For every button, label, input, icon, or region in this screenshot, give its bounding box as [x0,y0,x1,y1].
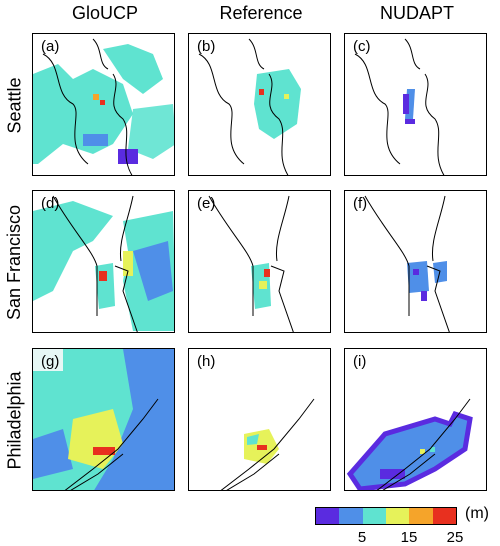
panel-i: (i) [344,348,487,491]
legend-swatch [362,508,386,524]
map-san-francisco-gloucp [33,195,174,332]
panel-g: (g) [32,348,175,491]
panel-label-d: (d) [41,195,60,212]
map-san-francisco-reference [208,195,294,332]
row-title-seattle: Seattle [4,77,25,134]
panel-c: (c) [344,33,487,176]
panel-label-a: (a) [41,38,60,55]
map-seattle-nudapt [354,38,445,175]
panel-f: (f) [344,190,487,333]
row-title-philadelphia: Philadelphia [4,371,25,470]
panel-b: (b) [188,33,331,176]
row-title-san-francisco: San Francisco [4,204,25,321]
column-title-gloucp: GloUCP [71,3,138,23]
map-philadelphia-reference [220,398,315,490]
legend-swatch [409,508,433,524]
legend-colorbar [315,507,457,525]
map-philadelphia-gloucp [33,349,174,490]
panel-label-f: (f) [353,195,368,212]
column-title-reference: Reference [219,3,303,23]
panel-d: (d) [32,190,175,333]
panel-label-h: (h) [197,353,216,370]
panel-label-b: (b) [197,38,216,55]
legend-swatch [385,508,410,524]
legend-tick-label: 15 [400,529,418,546]
panel-a: (a) [32,33,175,176]
map-philadelphia-nudapt [346,398,473,490]
map-seattle-reference [198,38,301,175]
legend-tick-label: 5 [357,529,367,546]
panel-label-i: (i) [353,353,367,370]
map-seattle-gloucp [33,38,174,175]
legend-swatch [316,508,340,524]
map-san-francisco-nudapt [364,195,450,332]
color-legend: 5 15 25 (m) [315,505,489,546]
column-title-nudapt: NUDAPT [379,3,454,23]
legend-unit: (m) [465,505,489,522]
legend-swatch [432,508,456,524]
panel-label-g: (g) [41,353,60,370]
panel-h: (h) [188,348,331,491]
panel-label-c: (c) [353,38,371,55]
legend-swatch [339,508,363,524]
panel-e: (e) [188,190,331,333]
panel-label-e: (e) [197,195,216,212]
legend-tick-label: 25 [446,529,464,546]
